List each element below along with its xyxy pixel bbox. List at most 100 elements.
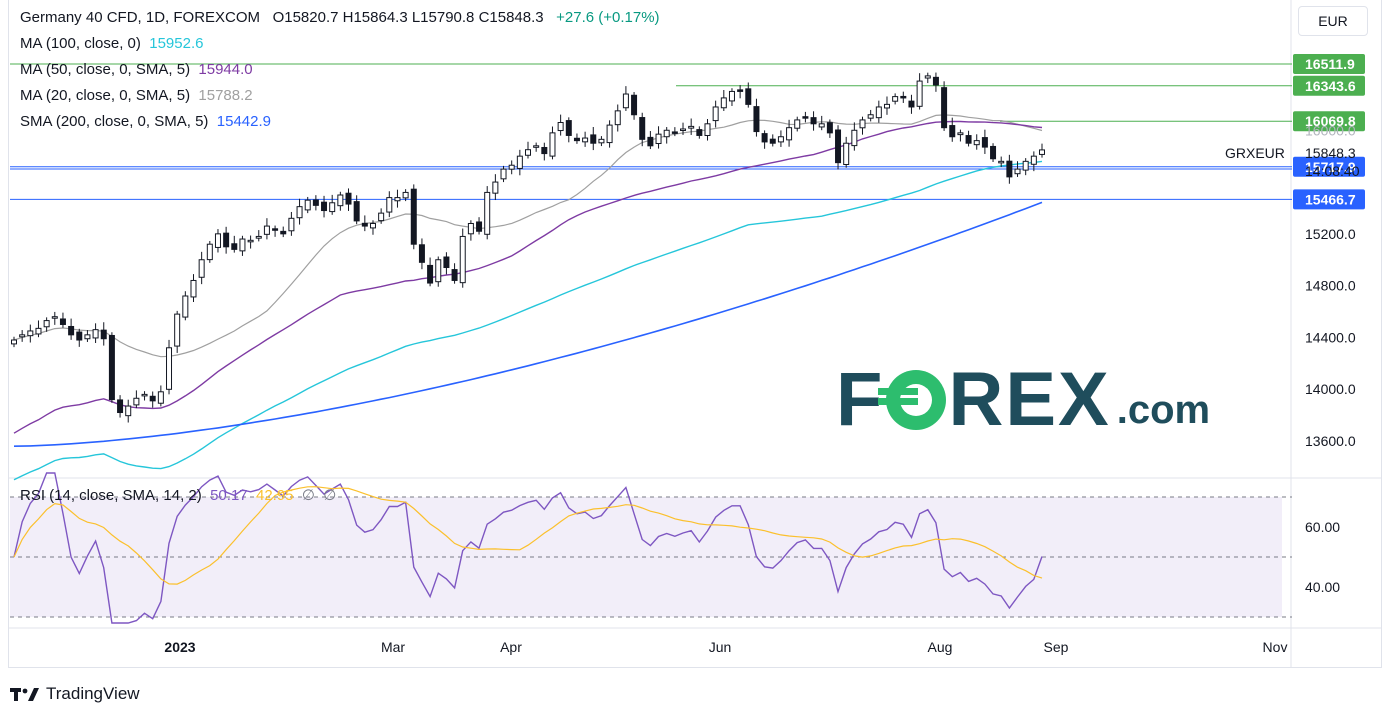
change-value: +27.6 (+0.17%) [556, 9, 660, 26]
legend-rsi-extra2: ∅ [323, 487, 337, 504]
price-level-label: 16343.6 [1305, 78, 1356, 94]
candle-body [737, 89, 744, 92]
candle-body [272, 228, 279, 231]
currency-button[interactable]: EUR [1298, 6, 1368, 36]
candle-body [214, 233, 221, 248]
candle-body [321, 201, 328, 212]
candle-body [516, 155, 523, 169]
candle-body [247, 239, 254, 243]
candle-body [671, 131, 678, 134]
last-price-label: 15848.3 [1305, 145, 1356, 161]
candle-body [541, 146, 548, 155]
candle-body [924, 75, 931, 79]
candle-body [157, 391, 164, 404]
candle-body [386, 197, 393, 213]
candle-body [1014, 168, 1021, 175]
candle-body [108, 334, 115, 401]
candle-body [304, 199, 311, 211]
candle-body [149, 395, 156, 402]
symbol-header: Germany 40 CFD, 1D, FOREXCOM O15820.7 H1… [20, 9, 660, 27]
time-tick-label: Aug [928, 639, 953, 655]
sma200-line [13, 201, 1043, 447]
price-axis: 15200.0 14800.0 14400.0 14000.0 13600.0 16511… [1225, 54, 1365, 449]
legend-rsi-extra1: ∅ [301, 487, 315, 504]
time-tick-label: Jun [709, 639, 732, 655]
candle-body [467, 222, 474, 235]
candle-body [712, 106, 719, 122]
candle-body [835, 129, 842, 164]
legend-ma20[interactable]: MA (20, close, 0, SMA, 5) 15788.2 [20, 87, 253, 105]
candle-body [43, 320, 50, 328]
rsi-tick-label: 60.00 [1305, 519, 1340, 535]
tradingview-brand[interactable]: TradingView [10, 684, 140, 704]
candle-body [843, 142, 850, 166]
candle-body [182, 295, 189, 318]
legend-sma200[interactable]: SMA (200, close, 0, SMA, 5) 15442.9 [20, 113, 271, 131]
candle-body [1039, 149, 1045, 155]
candle-body [818, 123, 825, 128]
price-label-bg [1293, 156, 1365, 177]
candle-body [84, 334, 91, 340]
candle-body [263, 225, 270, 235]
candle-body [198, 259, 205, 278]
candle-body [11, 339, 17, 345]
legend-rsi[interactable]: RSI (14, close, SMA, 14, 2) 50.17 42.95 … [20, 486, 336, 504]
legend-ma20-label: MA (20, close, 0, SMA, 5) [20, 87, 191, 104]
logo-o-mark [878, 370, 947, 430]
candle-body [418, 244, 425, 263]
candle-body [369, 222, 376, 229]
candle-body [476, 221, 483, 232]
candle-body [27, 330, 34, 337]
candle-body [704, 123, 711, 136]
candle-body [590, 134, 597, 144]
candle-body [451, 269, 458, 281]
candle-body [647, 136, 654, 147]
price-tick-label: 14400.0 [1305, 329, 1356, 345]
candle-body [631, 94, 638, 116]
price-tick-label: 14800.0 [1305, 278, 1356, 294]
countdown-label: 14:08:40 [1305, 163, 1360, 179]
candle-body [166, 347, 173, 390]
candle-body [500, 168, 507, 180]
candle-body [174, 313, 181, 347]
candle-body [117, 399, 124, 414]
candle-body [190, 279, 197, 298]
candle-body [68, 325, 75, 336]
ohlc-values: O15820.7 H15864.3 L15790.8 C15848.3 [272, 9, 544, 26]
candle-body [296, 206, 303, 219]
candle-body [345, 192, 352, 205]
candle-body [606, 124, 613, 144]
legend-rsi-sma-value: 42.95 [255, 487, 294, 504]
candle-body [981, 137, 988, 148]
candle-body [435, 259, 442, 283]
candle-body [533, 145, 540, 148]
candle-body [900, 95, 907, 99]
time-tick-label: Sep [1044, 639, 1069, 655]
candle-body [851, 129, 858, 147]
legend-ma50-label: MA (50, close, 0, SMA, 5) [20, 61, 191, 78]
candle-body [720, 97, 727, 109]
candle-body [239, 238, 246, 252]
legend-ma100[interactable]: MA (100, close, 0) 15952.6 [20, 35, 203, 53]
horizontal-levels [10, 63, 1292, 200]
price-tick-label: 13600.0 [1305, 433, 1356, 449]
legend-sma200-label: SMA (200, close, 0, SMA, 5) [20, 113, 209, 130]
candle-body [786, 127, 793, 141]
legend-ma50[interactable]: MA (50, close, 0, SMA, 5) 15944.0 [20, 61, 253, 79]
candle-body [361, 222, 368, 227]
candle-body [932, 76, 939, 86]
legend-ma50-value: 15944.0 [198, 61, 253, 78]
candle-body [965, 135, 972, 144]
candle-body [1022, 160, 1029, 171]
candle-body [680, 128, 687, 131]
candle-body [761, 133, 768, 143]
candle-body [802, 116, 809, 119]
price-level-label: 16511.9 [1305, 56, 1355, 72]
price-level-label: 15717.9 [1305, 159, 1356, 175]
candle-body [941, 87, 948, 129]
rsi-pane: 60.00 40.00 [10, 472, 1340, 624]
last-symbol-label: GRXEUR [1225, 145, 1285, 161]
candle-body [76, 331, 83, 341]
candle-body [883, 103, 890, 109]
